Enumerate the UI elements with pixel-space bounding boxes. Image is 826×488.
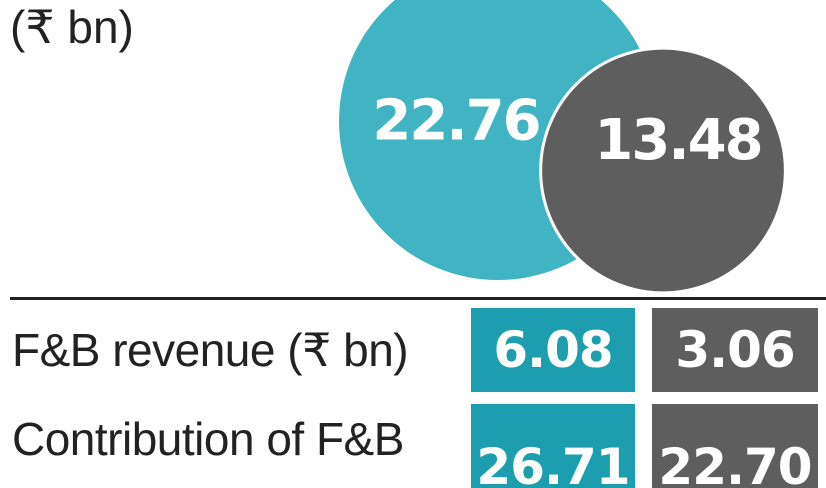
- bubble-chart: 22.76 13.48: [339, 0, 787, 295]
- cell-fnb-revenue-b: 3.06: [652, 308, 818, 392]
- bubble-b: [539, 46, 787, 295]
- table-divider: [10, 297, 826, 300]
- cell-fnb-revenue-a: 6.08: [471, 308, 635, 392]
- row-label-fnb-contribution: Contribution of F&B: [12, 413, 404, 465]
- row-label-fnb-revenue: F&B revenue (₹ bn): [12, 324, 409, 376]
- bubble-label-a: 22.76: [372, 89, 539, 154]
- cell-fnb-contribution-a: 26.71: [471, 404, 635, 488]
- bubble-label-b: 13.48: [594, 108, 761, 173]
- cell-fnb-contribution-b: 22.70: [652, 404, 818, 488]
- unit-label: (₹ bn): [10, 1, 134, 53]
